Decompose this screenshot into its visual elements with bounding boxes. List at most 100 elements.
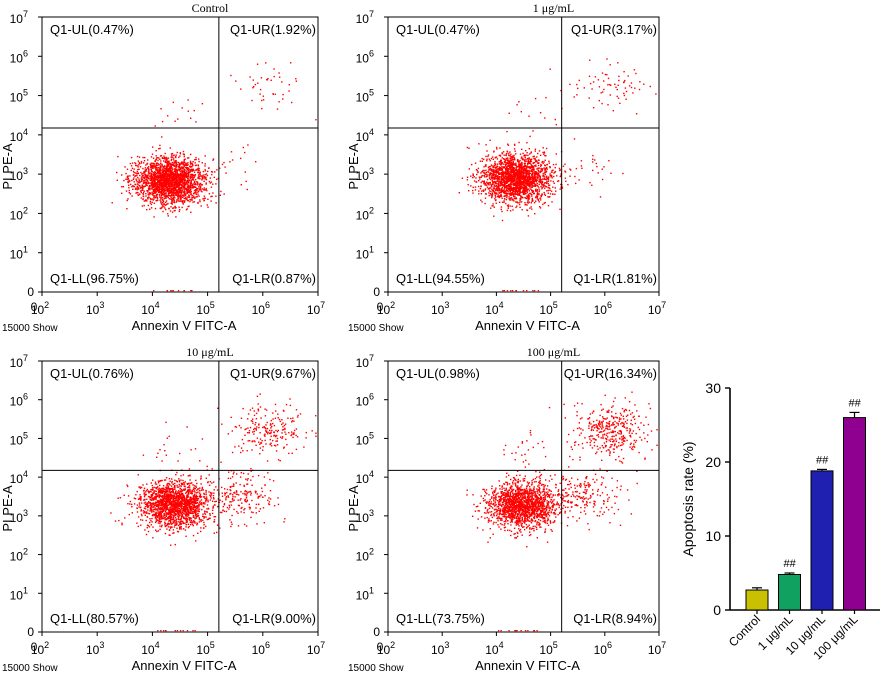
data-point	[179, 170, 181, 173]
data-point	[488, 182, 490, 184]
data-point	[515, 181, 517, 183]
data-point	[208, 193, 211, 195]
data-point	[496, 148, 498, 150]
data-point	[169, 180, 171, 182]
data-point	[209, 499, 212, 501]
data-point	[519, 179, 522, 181]
data-point	[165, 193, 167, 195]
y-tick-base: 10	[356, 208, 370, 222]
data-point	[267, 78, 269, 80]
data-point	[172, 159, 175, 161]
data-point	[155, 150, 157, 152]
data-point	[180, 176, 182, 178]
data-point	[597, 79, 600, 81]
data-point	[147, 191, 149, 193]
data-point	[185, 164, 187, 167]
data-point	[522, 175, 524, 177]
data-point	[160, 202, 162, 204]
data-point	[181, 178, 184, 180]
data-point	[133, 185, 135, 188]
data-point	[525, 203, 527, 206]
data-point	[192, 177, 194, 179]
data-point	[195, 169, 198, 171]
data-point	[508, 169, 510, 171]
data-point	[476, 173, 478, 176]
data-point	[519, 173, 521, 175]
data-point	[500, 162, 502, 164]
data-point	[155, 490, 157, 492]
data-point	[203, 180, 205, 182]
data-point	[172, 197, 174, 200]
data-point	[511, 170, 513, 172]
data-point	[206, 508, 208, 510]
data-point	[523, 189, 525, 192]
data-point	[501, 186, 503, 188]
data-point	[487, 166, 490, 169]
data-point	[171, 176, 173, 179]
data-point	[503, 195, 505, 197]
data-point	[181, 186, 183, 189]
data-point	[184, 187, 186, 189]
data-point	[216, 178, 218, 181]
data-point	[186, 167, 189, 169]
data-point	[514, 192, 517, 194]
data-point	[190, 189, 192, 191]
data-point	[512, 195, 515, 197]
data-point	[524, 165, 526, 168]
data-point	[240, 88, 242, 90]
panel-title: 1 μg/mL	[533, 1, 574, 15]
data-point	[260, 77, 263, 79]
data-point	[124, 166, 126, 168]
y-tick-label: 0	[373, 285, 380, 299]
data-point	[466, 146, 469, 149]
data-point	[512, 161, 515, 163]
data-point	[540, 163, 542, 166]
data-point	[516, 159, 519, 162]
data-point	[173, 178, 175, 180]
data-point	[528, 195, 530, 197]
data-point	[178, 196, 180, 198]
data-point	[144, 156, 146, 159]
data-point	[497, 170, 500, 172]
data-point	[507, 165, 509, 168]
data-point	[498, 188, 501, 190]
data-point	[505, 168, 507, 170]
data-point	[516, 180, 518, 182]
data-point	[266, 79, 268, 81]
data-point	[151, 511, 153, 513]
data-point	[499, 173, 501, 175]
data-point	[160, 196, 162, 199]
data-point	[161, 163, 163, 166]
data-point	[507, 207, 509, 209]
data-point	[485, 155, 487, 158]
data-point	[273, 75, 275, 78]
data-point	[171, 182, 174, 184]
data-point	[137, 176, 139, 179]
data-point	[490, 194, 492, 196]
data-point	[159, 147, 161, 150]
data-point	[195, 187, 198, 190]
data-point	[158, 196, 161, 198]
data-point	[499, 185, 501, 187]
data-point	[518, 164, 520, 166]
data-point	[181, 166, 184, 168]
data-point	[191, 184, 194, 186]
data-point	[523, 176, 526, 178]
data-point	[163, 196, 165, 198]
data-point	[203, 187, 205, 189]
data-point	[163, 166, 165, 168]
data-point	[557, 180, 560, 182]
data-point	[196, 495, 199, 498]
data-point	[525, 175, 527, 178]
data-point	[173, 485, 176, 488]
data-point	[617, 62, 619, 64]
data-point	[154, 197, 156, 199]
data-point	[539, 171, 541, 174]
data-point	[524, 185, 526, 187]
data-point	[169, 162, 171, 165]
data-point	[564, 163, 566, 165]
data-point	[479, 188, 482, 190]
data-point	[153, 177, 156, 179]
data-point	[501, 153, 504, 155]
data-point	[179, 182, 181, 185]
